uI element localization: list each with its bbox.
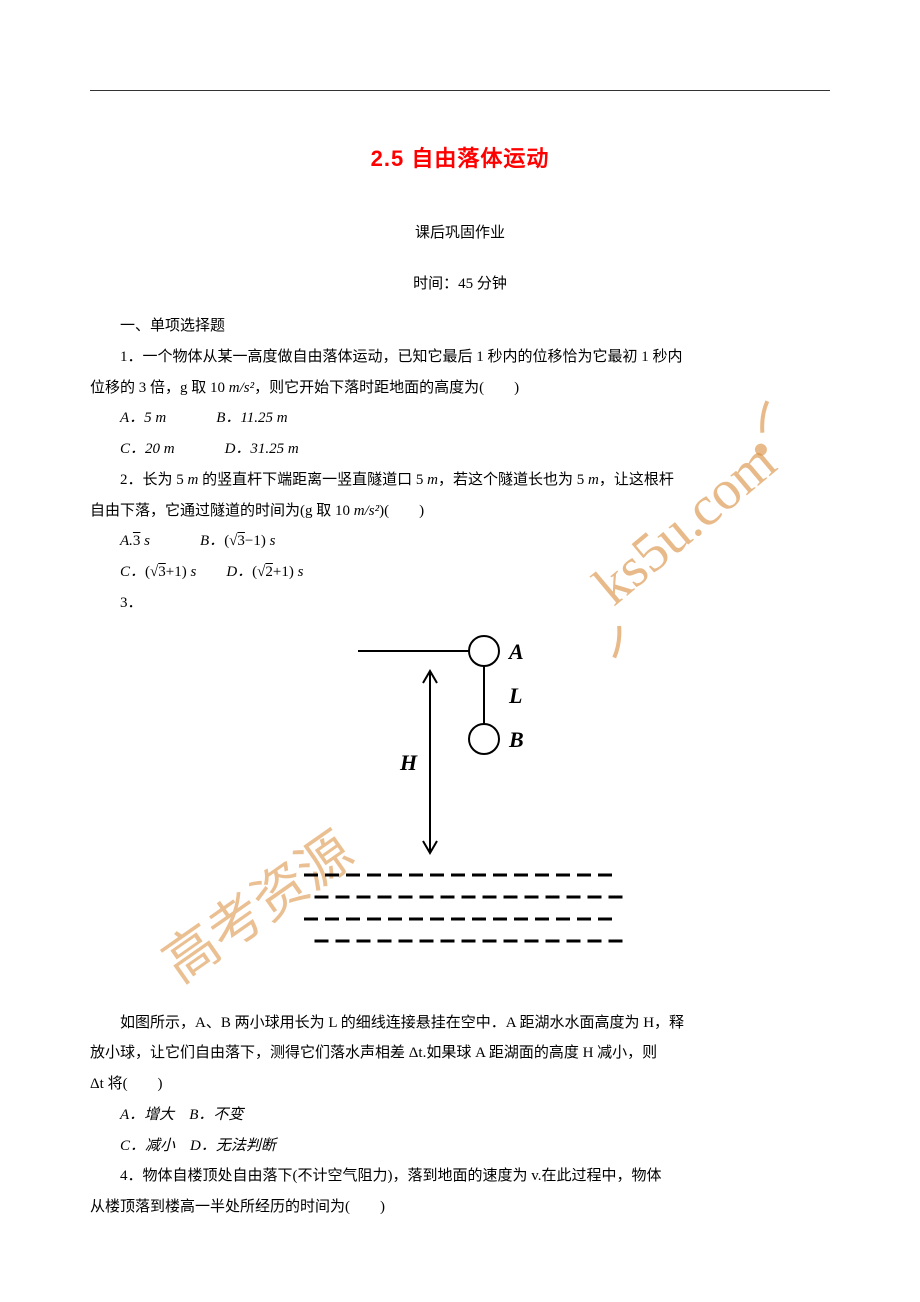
q1-optC: C．20 m [120, 441, 175, 457]
q2-opts-row2: C．(√3+1) s D．(√2+1) s [90, 557, 830, 588]
q1-unit: m/s² [229, 380, 254, 396]
page-title: 2.5 自由落体运动 [90, 141, 830, 173]
q3-optD: D．无法判断 [190, 1138, 276, 1154]
q3-figure: ALB H [90, 625, 830, 1000]
q2-m1: m [188, 472, 199, 488]
svg-text:A: A [507, 639, 524, 664]
q2-m2: m [427, 472, 438, 488]
q2-s2b: )( ) [379, 503, 424, 519]
q1-stem-line2: 位移的 3 倍，g 取 10 m/s²，则它开始下落时距地面的高度为( ) [90, 373, 830, 404]
svg-text:L: L [508, 683, 522, 708]
q1-opts-row1: A．5 m B．11.25 m [90, 403, 830, 434]
q2-opts-row1: A.3 s B．(√3−1) s [90, 526, 830, 557]
q2-unit: m/s² [354, 503, 379, 519]
q1-optD: D．31.25 m [225, 441, 299, 457]
q3-optA: A．增大 [120, 1107, 174, 1123]
svg-text:H: H [399, 750, 418, 775]
top-rule [90, 90, 830, 91]
q3-para3: Δt 将( ) [90, 1069, 830, 1100]
q3-optB: B．不变 [189, 1107, 243, 1123]
q2-optA-pre: A. [120, 533, 133, 549]
q3-para2: 放小球，让它们自由落下，测得它们落水声相差 Δt.如果球 A 距湖面的高度 H … [90, 1038, 830, 1069]
q2-stem-line1: 2．长为 5 m 的竖直杆下端距离一竖直隧道口 5 m，若这个隧道长也为 5 m… [90, 465, 830, 496]
q3-optC: C．减小 [120, 1138, 175, 1154]
q4-stem-line1: 4．物体自楼顶处自由落下(不计空气阻力)，落到地面的速度为 v.在此过程中，物体 [90, 1161, 830, 1192]
q2-s1b: 的竖直杆下端距离一竖直隧道口 5 [198, 472, 427, 488]
page: 2.5 自由落体运动 课后巩固作业 时间：45 分钟 一、单项选择题 1．一个物… [0, 0, 920, 1263]
svg-text:B: B [508, 727, 524, 752]
q2-s2a: 自由下落，它通过隧道的时间为(g 取 10 [90, 503, 354, 519]
q1-optB: B．11.25 m [216, 410, 287, 426]
q2-s1a: 2．长为 5 [120, 472, 188, 488]
q3-opts-row2: C．减小 D．无法判断 [90, 1131, 830, 1162]
q2-optC-pre: C． [120, 564, 145, 580]
q2-optD-pre: D． [226, 564, 252, 580]
q3-label: 3． [90, 588, 830, 619]
q2-optC-val: (√3+1) s [145, 564, 196, 580]
q2-optD-val: (√2+1) s [252, 564, 303, 580]
q2-optB-pre: B． [200, 533, 224, 549]
q3-para1: 如图所示，A、B 两小球用长为 L 的细线连接悬挂在空中．A 距湖水水面高度为 … [90, 1008, 830, 1039]
q2-s1c: ，若这个隧道长也为 5 [438, 472, 588, 488]
q3-opts-row1: A．增大 B．不变 [90, 1100, 830, 1131]
page-subtitle: 课后巩固作业 [90, 221, 830, 242]
q1-stem2b: ，则它开始下落时距地面的高度为( ) [254, 380, 519, 396]
time-info: 时间：45 分钟 [90, 272, 830, 293]
q2-s1d: ，让这根杆 [599, 472, 674, 488]
section-heading: 一、单项选择题 [90, 311, 830, 342]
q2-stem-line2: 自由下落，它通过隧道的时间为(g 取 10 m/s²)( ) [90, 496, 830, 527]
q1-optA: A．5 m [120, 410, 166, 426]
q3-diagram-svg: ALB H [280, 625, 640, 995]
q1-opts-row2: C．20 m D．31.25 m [90, 434, 830, 465]
q4-stem-line2: 从楼顶落到楼高一半处所经历的时间为( ) [90, 1192, 830, 1223]
q2-optA-val: 3 s [133, 533, 150, 549]
q2-optB-val: (√3−1) s [224, 533, 275, 549]
q2-m3: m [588, 472, 599, 488]
q1-stem-line1: 1．一个物体从某一高度做自由落体运动，已知它最后 1 秒内的位移恰为它最初 1 … [90, 342, 830, 373]
q1-stem2a: 位移的 3 倍，g 取 10 [90, 380, 229, 396]
